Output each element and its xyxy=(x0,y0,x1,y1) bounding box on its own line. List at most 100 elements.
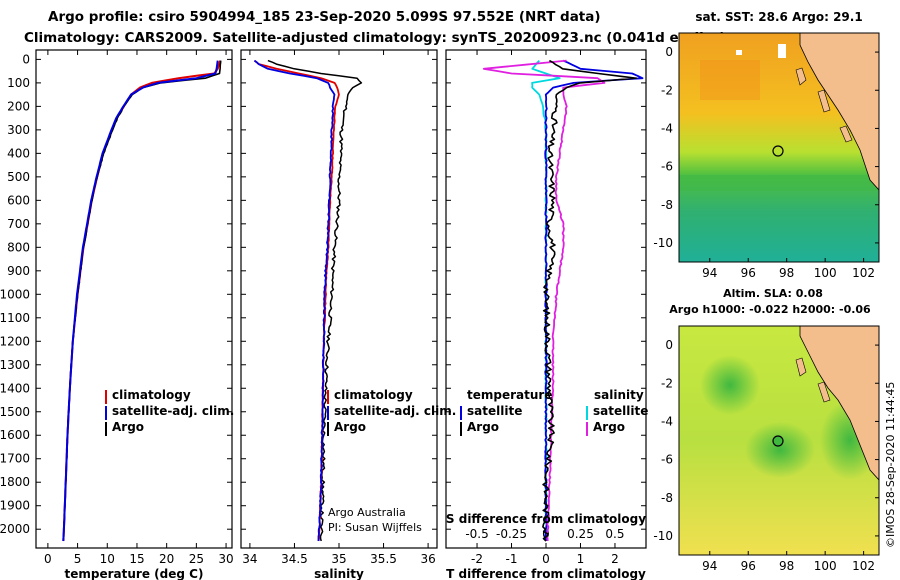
salinity-panel-frame xyxy=(240,49,438,549)
lat-tick-label: -10 xyxy=(653,236,673,250)
series-line-t-argo-diff xyxy=(542,59,638,542)
depth-tick-label: 1300 xyxy=(0,358,30,372)
difference-legend: temperature salinity satellite Argo sate… xyxy=(460,388,648,436)
lat-tick-label: -6 xyxy=(661,160,673,174)
legend-label-s-argo: Argo xyxy=(593,420,625,434)
legend-label-climatology: climatology xyxy=(112,388,191,402)
x-tick-label: 35.5 xyxy=(370,552,397,566)
figure-title-line2: Climatology: CARS2009. Satellite-adjuste… xyxy=(24,30,726,46)
s-diff-tick-label: -0.5 xyxy=(465,527,488,541)
series-line-climatology xyxy=(62,60,222,542)
salinity-axis-ticks: 34 34.5 35 35.5 36 xyxy=(242,50,436,566)
lon-tick-label: 102 xyxy=(852,559,875,573)
sla-map xyxy=(679,326,879,555)
salinity-legend: climatology satellite-adj. clim. Argo Ar… xyxy=(327,388,456,534)
depth-tick-label: 1000 xyxy=(0,287,30,301)
depth-tick-label: 200 xyxy=(7,99,30,113)
island xyxy=(817,89,831,113)
legend-label-satellite: satellite-adj. clim. xyxy=(334,404,456,418)
sla-low-blob xyxy=(745,422,815,478)
series-line-argo xyxy=(267,59,363,542)
series-line-satellite xyxy=(253,59,336,541)
legend-label-argo: Argo xyxy=(334,420,366,434)
credit-pi: PI: Susan Wijffels xyxy=(328,521,422,534)
depth-tick-label: 1500 xyxy=(0,405,30,419)
legend-label-climatology: climatology xyxy=(334,388,413,402)
cloud-patch xyxy=(778,44,786,58)
island xyxy=(795,357,807,377)
float-position-marker-sst xyxy=(772,145,784,157)
sla-map-title2: Argo h1000: -0.022 h2000: -0.06 xyxy=(669,303,871,316)
legend-label-t-satellite: satellite xyxy=(467,404,522,418)
depth-tick-label: 700 xyxy=(7,217,30,231)
lat-tick-label: 0 xyxy=(665,45,673,59)
x-tick-label: 34 xyxy=(242,552,257,566)
depth-tick-label: 100 xyxy=(7,76,30,90)
series-line-argo xyxy=(62,60,222,542)
temperature-axis-ticks: 0 5 10 15 20 25 30 xyxy=(44,50,234,566)
lon-tick-label: 98 xyxy=(779,266,794,280)
x-tick-label: 0 xyxy=(44,552,52,566)
lon-tick-label: 96 xyxy=(741,266,756,280)
depth-tick-label: 2000 xyxy=(0,522,30,536)
depth-tick-label: 300 xyxy=(7,123,30,137)
depth-tick-label: 1200 xyxy=(0,334,30,348)
lat-tick-label: -2 xyxy=(661,376,673,390)
t-diff-axis-label: T difference from climatology xyxy=(446,567,646,580)
island xyxy=(795,67,807,86)
series-line-satellite xyxy=(62,60,219,542)
x-tick-label: 36 xyxy=(420,552,435,566)
lat-tick-label: -8 xyxy=(661,198,673,212)
lon-tick-label: 94 xyxy=(702,266,717,280)
depth-tick-label: 1800 xyxy=(0,475,30,489)
depth-tick-label: 1100 xyxy=(0,311,30,325)
x-tick-label: 5 xyxy=(74,552,82,566)
lon-tick-label: 96 xyxy=(741,559,756,573)
temperature-legend: climatology satellite-adj. clim. Argo xyxy=(105,388,234,436)
credit-argo-australia: Argo Australia xyxy=(328,506,406,519)
x-tick-label: 35 xyxy=(331,552,346,566)
temperature-panel-frame xyxy=(35,49,233,549)
x-tick-label: 25 xyxy=(189,552,204,566)
sla-map-frame xyxy=(678,325,880,556)
lon-tick-label: 100 xyxy=(814,266,837,280)
lon-tick-label: 100 xyxy=(814,559,837,573)
sla-low-blob xyxy=(700,355,760,415)
depth-tick-label: 800 xyxy=(7,240,30,254)
legend-label-argo: Argo xyxy=(112,420,144,434)
salinity-axis-label: salinity xyxy=(314,567,364,580)
s-diff-axis-label: S difference from climatology xyxy=(446,512,646,526)
sst-warm-patch xyxy=(700,60,760,100)
lat-tick-label: -10 xyxy=(653,529,673,543)
legend-label-satellite: satellite-adj. clim. xyxy=(112,404,234,418)
depth-axis-ticks: 0 100 200 300 400 500 600 700 800 900 1000 1100 1200… xyxy=(0,52,646,536)
depth-tick-label: 0 xyxy=(22,52,30,66)
lon-tick-label: 102 xyxy=(852,266,875,280)
sumatra-land xyxy=(799,33,879,191)
x-tick-label: -2 xyxy=(471,552,483,566)
legend-title-temperature: temperature xyxy=(467,388,552,402)
lat-tick-label: -4 xyxy=(661,121,673,135)
s-diff-tick-label: 0.5 xyxy=(605,527,624,541)
island xyxy=(839,125,853,143)
x-tick-label: 1 xyxy=(577,552,585,566)
series-line-t-satellite-diff xyxy=(544,59,644,542)
sst-map xyxy=(679,33,879,262)
lat-tick-label: 0 xyxy=(665,338,673,352)
sumatra-land xyxy=(799,326,879,481)
x-tick-label: 15 xyxy=(129,552,144,566)
legend-label-t-argo: Argo xyxy=(467,420,499,434)
depth-tick-label: 900 xyxy=(7,264,30,278)
sst-map-title: sat. SST: 28.6 Argo: 29.1 xyxy=(695,10,862,24)
lat-tick-label: -4 xyxy=(661,414,673,428)
legend-label-s-satellite: satellite xyxy=(593,404,648,418)
x-tick-label: 34.5 xyxy=(281,552,308,566)
lat-tick-label: -2 xyxy=(661,83,673,97)
x-tick-label: 30 xyxy=(218,552,233,566)
figure-title-line1: Argo profile: csiro 5904994_185 23-Sep-2… xyxy=(48,9,601,25)
sla-map-title1: Altim. SLA: 0.08 xyxy=(723,287,823,300)
s-diff-tick-label: -0.25 xyxy=(496,527,527,541)
temperature-series xyxy=(62,60,222,542)
t-diff-axis-ticks: -2 -1 0 1 2 xyxy=(471,50,619,566)
